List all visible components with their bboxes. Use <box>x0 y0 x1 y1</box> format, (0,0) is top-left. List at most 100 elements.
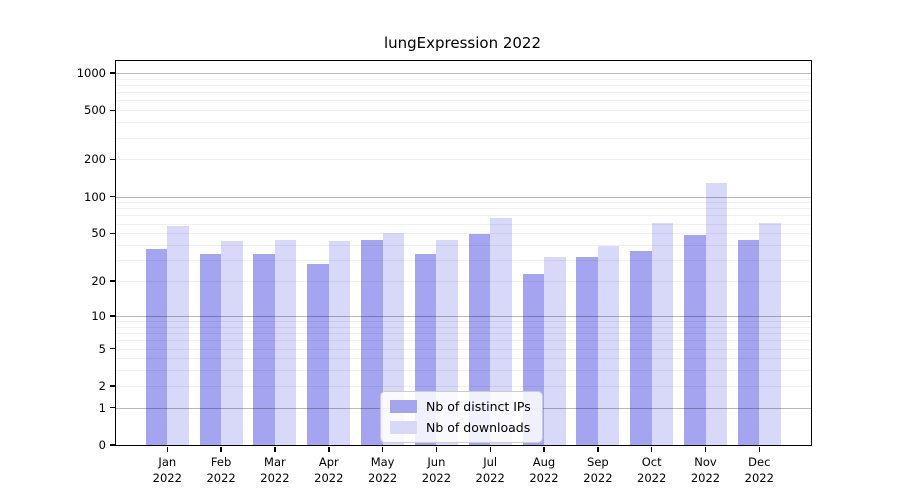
bar-downloads-mar <box>274 240 297 445</box>
minor-gridline-70 <box>116 215 811 217</box>
legend: Nb of distinct IPs Nb of downloads <box>380 391 543 443</box>
legend-row-downloads: Nb of downloads <box>390 420 531 435</box>
bar-distinct-ips-may <box>361 240 383 445</box>
major-gridline-100 <box>116 196 811 198</box>
y-axis-tick-10 <box>109 315 115 317</box>
x-axis-tick-jun <box>435 446 438 452</box>
minor-gridline-700 <box>116 92 811 94</box>
legend-label-distinct-ips: Nb of distinct IPs <box>426 399 531 414</box>
x-axis-label-oct: Oct 2022 <box>637 455 667 485</box>
y-axis-tick-0 <box>109 444 115 446</box>
minor-gridline-6 <box>116 340 811 342</box>
y-axis-label-10: 10 <box>91 308 106 323</box>
minor-gridline-800 <box>116 84 811 86</box>
y-axis-tick-1 <box>109 406 115 409</box>
major-gridline-10 <box>116 315 811 317</box>
downloads-swatch <box>390 421 417 434</box>
legend-label-downloads: Nb of downloads <box>426 420 531 435</box>
legend-row-distinct-ips: Nb of distinct IPs <box>390 399 531 414</box>
x-axis-tick-oct <box>650 446 653 452</box>
minor-gridline-300 <box>116 137 811 139</box>
bar-downloads-dec <box>759 222 781 445</box>
minor-gridline-50 <box>116 233 811 235</box>
x-axis-tick-apr <box>328 446 330 452</box>
y-axis-label-2: 2 <box>98 378 106 393</box>
x-axis-tick-aug <box>543 446 545 452</box>
minor-gridline-5 <box>116 348 811 350</box>
y-axis-label-100: 100 <box>84 189 106 204</box>
x-axis-tick-may <box>381 446 384 452</box>
minor-gridline-200 <box>116 159 811 161</box>
y-axis-tick-500 <box>109 109 115 111</box>
x-axis-label-nov: Nov 2022 <box>690 455 721 485</box>
y-axis-label-50: 50 <box>91 226 106 241</box>
bar-distinct-ips-dec <box>737 240 760 445</box>
x-axis-tick-feb <box>220 446 222 452</box>
y-axis-tick-2 <box>109 385 115 387</box>
bar-downloads-jan <box>167 226 189 445</box>
bar-downloads-aug <box>544 256 566 445</box>
minor-gridline-600 <box>116 100 811 102</box>
y-axis-label-0: 0 <box>98 438 106 452</box>
minor-gridline-40 <box>116 245 811 246</box>
bar-distinct-ips-oct <box>630 250 652 445</box>
plot-area: 1000 500 200 100 50 20 10 5 2 1 0 Jan 2022 Feb 2022 M… <box>77 60 812 485</box>
x-axis-label-aug: Aug 2022 <box>529 455 559 485</box>
bar-downloads-feb <box>221 241 243 445</box>
x-axis-label-sep: Sep 2022 <box>583 455 613 485</box>
y-axis-label-200: 200 <box>84 152 106 167</box>
x-axis-tick-jul <box>489 446 491 452</box>
minor-gridline-90 <box>116 202 811 204</box>
y-axis-tick-100 <box>109 195 115 198</box>
y-axis-tick-200 <box>109 158 115 161</box>
minor-gridline-900 <box>116 78 811 80</box>
y-axis-label-1000: 1000 <box>76 65 106 80</box>
x-axis-tick-nov <box>704 446 707 452</box>
x-axis-label-jul: Jul 2022 <box>475 455 505 485</box>
major-gridline-1000 <box>116 72 811 74</box>
bar-distinct-ips-nov <box>684 235 706 445</box>
x-axis-label-mar: Mar 2022 <box>260 455 290 485</box>
bar-distinct-ips-sep <box>576 256 598 445</box>
y-axis-label-1: 1 <box>98 400 106 415</box>
bar-distinct-ips-jan <box>145 249 168 445</box>
minor-gridline-500 <box>116 110 811 112</box>
x-axis-label-dec: Dec 2022 <box>744 455 774 485</box>
y-axis-label-20: 20 <box>91 274 106 288</box>
x-axis-label-may: May 2022 <box>367 455 398 485</box>
bar-downloads-nov <box>705 182 727 445</box>
x-axis-tick-dec <box>758 446 761 452</box>
x-axis-label-jan: Jan 2022 <box>152 455 182 485</box>
x-axis-tick-mar <box>274 446 276 452</box>
bar-distinct-ips-feb <box>199 253 222 445</box>
y-axis-label-500: 500 <box>84 103 106 118</box>
chart-title: lungExpression 2022 <box>383 34 542 52</box>
x-axis-label-jun: Jun 2022 <box>421 455 452 485</box>
y-axis-tick-50 <box>109 232 115 234</box>
minor-gridline-7 <box>116 333 811 334</box>
x-axis-tick-sep <box>597 446 599 452</box>
x-axis-label-feb: Feb 2022 <box>206 455 236 485</box>
minor-gridline-9 <box>116 321 811 322</box>
y-axis-tick-5 <box>109 347 115 350</box>
minor-gridline-60 <box>116 223 811 225</box>
minor-gridline-3 <box>116 370 811 372</box>
minor-gridline-8 <box>116 326 811 328</box>
minor-gridline-30 <box>116 260 811 262</box>
bar-downloads-jul <box>490 217 512 445</box>
distinct-ips-swatch <box>390 400 417 413</box>
bar-downloads-sep <box>597 246 620 445</box>
bar-distinct-ips-mar <box>253 253 275 445</box>
minor-gridline-20 <box>116 281 811 282</box>
minor-gridline-400 <box>116 122 811 124</box>
y-axis-tick-1000 <box>109 72 115 74</box>
y-axis-label-5: 5 <box>98 341 106 356</box>
minor-gridline-2 <box>116 385 811 387</box>
minor-gridline-80 <box>116 208 811 210</box>
bar-downloads-oct <box>651 222 674 445</box>
y-axis-tick-20 <box>109 280 115 282</box>
minor-gridline-4 <box>116 358 811 360</box>
bar-distinct-ips-apr <box>307 263 329 445</box>
x-axis-tick-jan <box>166 446 168 452</box>
